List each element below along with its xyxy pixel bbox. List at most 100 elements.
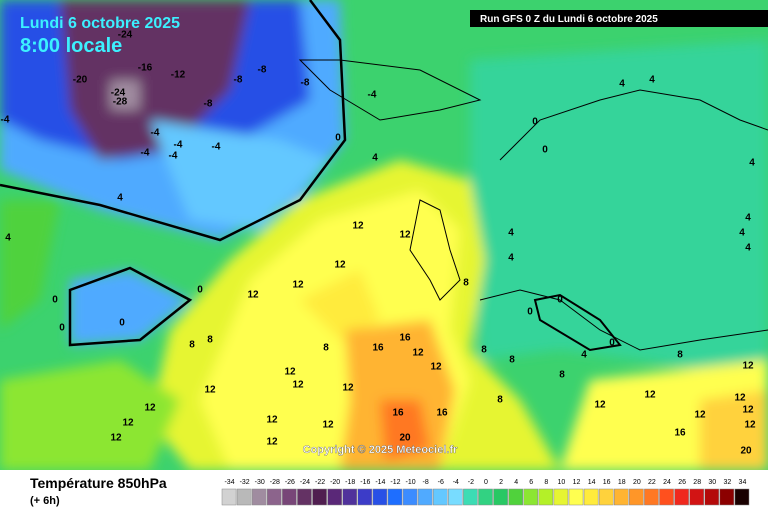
contour-label: -4 xyxy=(151,128,160,139)
contour-label: 8 xyxy=(481,345,487,356)
scale-swatch xyxy=(342,488,358,506)
contour-label: 12 xyxy=(122,418,134,429)
contour-label: -24 xyxy=(111,88,126,99)
run-label: Run GFS 0 Z du Lundi 6 octobre 2025 xyxy=(480,14,658,25)
scale-swatch xyxy=(282,488,297,506)
scale-swatch xyxy=(629,488,644,506)
contour-label: 4 xyxy=(745,243,751,254)
scale-label: 8 xyxy=(544,479,548,486)
scale-label: 22 xyxy=(648,479,656,486)
time-label: 8:00 locale xyxy=(20,35,122,57)
temperature-field xyxy=(0,0,768,470)
scale-label: 18 xyxy=(618,479,626,486)
contour-label: 12 xyxy=(694,410,706,421)
zero-contour xyxy=(0,0,347,242)
contour-label: 12 xyxy=(744,420,756,431)
scale-swatch xyxy=(448,488,463,506)
contour-label: -4 xyxy=(368,90,377,101)
contour-label: 12 xyxy=(266,415,278,426)
scale-swatch xyxy=(463,488,478,506)
contour-label: 12 xyxy=(284,367,296,378)
contour-label: 12 xyxy=(734,393,746,404)
scale-swatch xyxy=(598,488,614,506)
scale-swatch xyxy=(719,488,735,506)
contour-label: 12 xyxy=(266,437,278,448)
scale-swatch xyxy=(583,488,599,506)
contour-label: 8 xyxy=(207,335,213,346)
contour-label: 4 xyxy=(745,213,751,224)
scale-swatch xyxy=(644,488,659,506)
scale-swatch xyxy=(236,488,252,506)
contour-label: 4 xyxy=(619,79,625,90)
scale-label: -26 xyxy=(285,479,295,486)
copyright: Copyright © 2025 Meteociel.fr xyxy=(303,444,459,456)
scale-label: 16 xyxy=(603,479,611,486)
contour-label: 16 xyxy=(372,343,384,354)
scale-swatch xyxy=(402,488,418,506)
contour-label: 8 xyxy=(189,340,195,351)
scale-label: 0 xyxy=(484,479,488,486)
scale-swatch xyxy=(267,488,282,506)
contour-label: 8 xyxy=(559,370,565,381)
contour-label: 4 xyxy=(581,350,587,361)
contour-label: 12 xyxy=(292,380,304,391)
contour-label: 8 xyxy=(463,278,469,289)
date-label: Lundi 6 octobre 2025 xyxy=(20,15,180,32)
scale-label: 24 xyxy=(663,479,671,486)
contour-label: 12 xyxy=(110,433,122,444)
contour-label: -8 xyxy=(234,75,243,86)
contour-label: 4 xyxy=(508,253,514,264)
scale-swatch xyxy=(734,488,750,506)
contour-label: 12 xyxy=(594,400,606,411)
run-box xyxy=(470,10,768,27)
scale-swatch xyxy=(538,488,554,506)
contour-label: 8 xyxy=(509,355,515,366)
contour-label: -24 xyxy=(118,30,133,41)
scale-label: -6 xyxy=(438,479,444,486)
scale-label: 4 xyxy=(514,479,518,486)
scale-label: 6 xyxy=(529,479,533,486)
scale-label: 12 xyxy=(573,479,581,486)
contour-label: 16 xyxy=(674,428,686,439)
scale-swatch xyxy=(312,488,327,506)
scale-swatch xyxy=(297,488,312,506)
scale-label: -2 xyxy=(468,479,474,486)
scale-swatch xyxy=(674,488,689,506)
contour-label: -12 xyxy=(171,70,186,81)
contour-label: -4 xyxy=(212,142,221,153)
scale-label: -20 xyxy=(330,479,340,486)
contour-label: 8 xyxy=(677,350,683,361)
legend-title: Température 850hPa xyxy=(30,475,167,491)
scale-label: -18 xyxy=(345,479,355,486)
contour-label: -4 xyxy=(169,151,178,162)
scale-label: 14 xyxy=(588,479,596,486)
contour-label: 12 xyxy=(204,385,216,396)
contour-label: 0 xyxy=(542,145,548,156)
scale-label: 32 xyxy=(723,479,731,486)
contour-label: 8 xyxy=(323,343,329,354)
legend-subtitle: (+ 6h) xyxy=(30,495,60,507)
contour-label: 12 xyxy=(247,290,259,301)
scale-label: -12 xyxy=(390,479,400,486)
scale-label: 30 xyxy=(708,479,716,486)
zero-contour xyxy=(68,266,193,347)
scale-swatch xyxy=(357,488,373,506)
contour-label: 4 xyxy=(739,228,745,239)
contour-label: 4 xyxy=(508,228,514,239)
contour-label: 4 xyxy=(372,153,378,164)
contour-label: 4 xyxy=(117,193,123,204)
contour-label: -16 xyxy=(138,63,153,74)
contour-label: 4 xyxy=(649,75,655,86)
scale-swatch xyxy=(523,488,539,506)
contour-label: 12 xyxy=(322,420,334,431)
contour-label: 12 xyxy=(412,348,424,359)
contour-label: 16 xyxy=(392,408,404,419)
contour-label: 12 xyxy=(144,403,156,414)
contour-label: 12 xyxy=(430,362,442,373)
scale-swatch xyxy=(553,488,569,506)
scale-label: 28 xyxy=(693,479,701,486)
contour-label: 0 xyxy=(335,133,341,144)
scale-swatch xyxy=(508,488,523,506)
